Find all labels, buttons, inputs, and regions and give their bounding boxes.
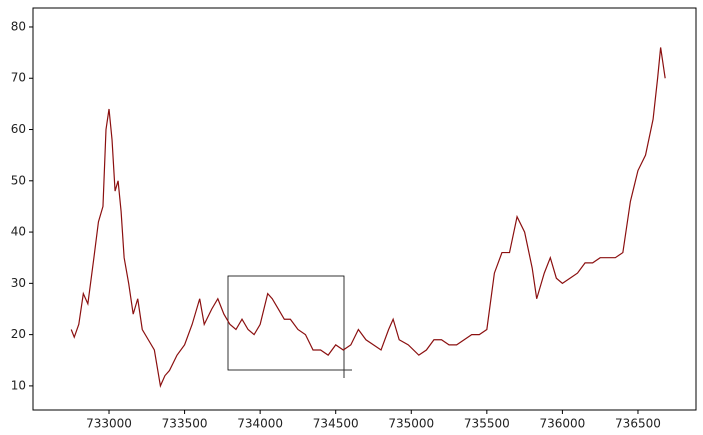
y-tick-label: 30 bbox=[11, 276, 26, 290]
x-tick-label: 733500 bbox=[162, 417, 208, 431]
x-tick-label: 733000 bbox=[86, 417, 132, 431]
y-tick-label: 70 bbox=[11, 71, 26, 85]
y-tick-label: 10 bbox=[11, 378, 26, 392]
x-tick-label: 734500 bbox=[313, 417, 359, 431]
x-tick-label: 734000 bbox=[237, 417, 283, 431]
x-tick-label: 736000 bbox=[539, 417, 585, 431]
y-tick-label: 50 bbox=[11, 173, 26, 187]
price-line bbox=[70, 47, 666, 388]
zoom-selection[interactable] bbox=[227, 275, 345, 371]
plot-frame bbox=[32, 7, 697, 411]
y-tick-label: 20 bbox=[11, 327, 26, 341]
x-tick-label: 735500 bbox=[464, 417, 510, 431]
x-tick-label: 735000 bbox=[388, 417, 434, 431]
y-tick-label: 40 bbox=[11, 225, 26, 239]
x-tick-label: 736500 bbox=[615, 417, 661, 431]
y-tick-label: 60 bbox=[11, 122, 26, 136]
crosshair-cursor bbox=[336, 362, 352, 378]
y-tick-label: 80 bbox=[11, 19, 26, 33]
